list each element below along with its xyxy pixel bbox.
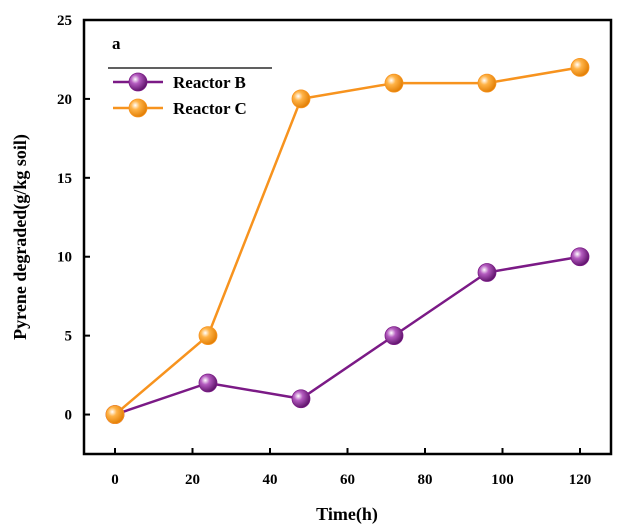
y-tick-label: 5 bbox=[65, 329, 73, 345]
legend-label: Reactor B bbox=[173, 73, 246, 92]
y-tick-label: 15 bbox=[57, 171, 72, 187]
data-point bbox=[105, 405, 125, 424]
x-tick-label: 120 bbox=[569, 472, 592, 488]
legend-marker bbox=[128, 72, 148, 92]
x-axis-ticks: 0 20 40 60 80 100 120 bbox=[111, 448, 591, 488]
y-tick-label: 0 bbox=[65, 408, 73, 424]
x-tick-label: 40 bbox=[263, 472, 278, 488]
legend-marker bbox=[128, 98, 148, 118]
data-point bbox=[198, 373, 218, 393]
data-point bbox=[291, 389, 311, 409]
legend-label: Reactor C bbox=[173, 99, 247, 118]
y-axis-ticks: 0 5 10 15 20 25 bbox=[57, 13, 90, 424]
series-line-1 bbox=[114, 66, 581, 416]
data-point bbox=[291, 89, 311, 109]
y-tick-label: 10 bbox=[57, 250, 72, 266]
data-point bbox=[570, 57, 590, 77]
data-point bbox=[198, 326, 218, 346]
data-point bbox=[477, 263, 497, 282]
x-axis-label: Time(h) bbox=[316, 504, 378, 525]
data-point bbox=[570, 247, 590, 267]
x-tick-label: 20 bbox=[185, 472, 200, 488]
y-tick-label: 25 bbox=[57, 13, 72, 29]
series-line-0 bbox=[114, 255, 581, 416]
data-point bbox=[477, 73, 497, 93]
panel-label: a bbox=[112, 34, 121, 53]
x-tick-label: 0 bbox=[111, 472, 119, 488]
data-point bbox=[384, 326, 404, 346]
y-tick-label: 20 bbox=[57, 92, 72, 108]
plot-frame bbox=[82, 18, 613, 456]
x-tick-label: 60 bbox=[340, 472, 355, 488]
x-tick-label: 100 bbox=[491, 472, 514, 488]
series-layer bbox=[105, 57, 590, 424]
data-point bbox=[384, 73, 404, 93]
legend: Reactor B Reactor C bbox=[108, 67, 272, 118]
y-axis-label: Pyrene degraded(g/kg soil) bbox=[10, 134, 31, 340]
x-tick-label: 80 bbox=[418, 472, 433, 488]
